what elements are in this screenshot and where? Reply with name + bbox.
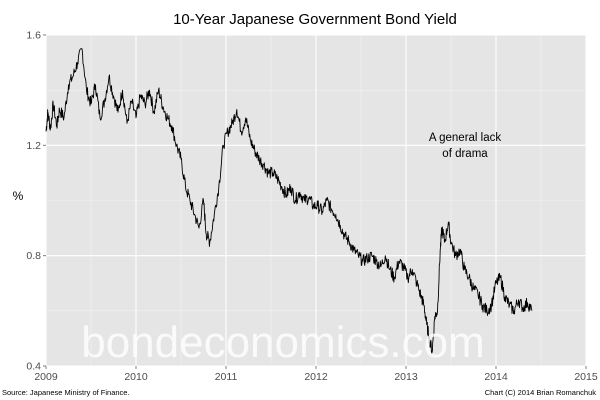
watermark: bondeconomics.com [81, 318, 485, 367]
x-axis: 2009 2010 2011 2012 2013 2014 2015 [34, 366, 598, 383]
x-tick-label: 2013 [394, 371, 418, 383]
x-tick-label: 2009 [34, 371, 58, 383]
y-tick-label: 1.6 [26, 30, 41, 42]
y-tick-label: 0.8 [26, 250, 41, 262]
y-tick-label: 1.2 [26, 140, 41, 152]
x-tick-label: 2015 [574, 371, 598, 383]
source-note: Source: Japanese Ministry of Finance. [2, 388, 130, 397]
annotation-line-1: A general lack [429, 132, 501, 144]
annotation: A general lack of drama [429, 132, 501, 160]
y-axis: 0.4 0.8 1.2 1.6 [26, 30, 46, 373]
major-gridlines [45, 34, 587, 367]
y-axis-label: % [13, 189, 24, 203]
annotation-line-2: of drama [442, 148, 488, 160]
y-tick-label: 0.4 [26, 361, 41, 373]
series-line-0 [45, 48, 533, 355]
x-tick-label: 2012 [304, 371, 328, 383]
credit-note: Chart (C) 2014 Brian Romanchuk [484, 388, 596, 397]
chart-title: 10-Year Japanese Government Bond Yield [173, 11, 457, 28]
x-tick-label: 2011 [215, 371, 238, 383]
series-layer [45, 48, 533, 355]
x-tick-label: 2014 [484, 371, 508, 383]
x-tick-label: 2010 [124, 371, 148, 383]
